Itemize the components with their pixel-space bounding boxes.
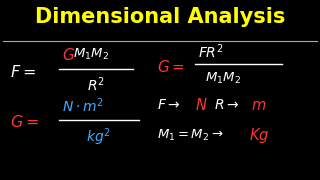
- Text: $M_1M_2$: $M_1M_2$: [205, 71, 241, 86]
- Text: $m$: $m$: [251, 98, 267, 113]
- Text: $R^2$: $R^2$: [87, 75, 105, 94]
- Text: $FR^2$: $FR^2$: [198, 42, 224, 61]
- Text: $G =$: $G =$: [10, 114, 39, 130]
- Text: $R \rightarrow$: $R \rightarrow$: [214, 98, 240, 112]
- Text: $N \cdot m^2$: $N \cdot m^2$: [62, 96, 104, 115]
- Text: $F \rightarrow$: $F \rightarrow$: [157, 98, 180, 112]
- Text: $M_1M_2$: $M_1M_2$: [73, 47, 109, 62]
- Text: $M_1 = M_2 \rightarrow$: $M_1 = M_2 \rightarrow$: [157, 128, 223, 143]
- Text: $G$: $G$: [62, 47, 76, 63]
- Text: $F =$: $F =$: [10, 64, 36, 80]
- Text: $N$: $N$: [195, 97, 207, 113]
- Text: $G =$: $G =$: [157, 59, 185, 75]
- Text: Dimensional Analysis: Dimensional Analysis: [35, 7, 285, 27]
- Text: $kg^2$: $kg^2$: [86, 126, 110, 148]
- Text: $Kg$: $Kg$: [249, 126, 269, 145]
